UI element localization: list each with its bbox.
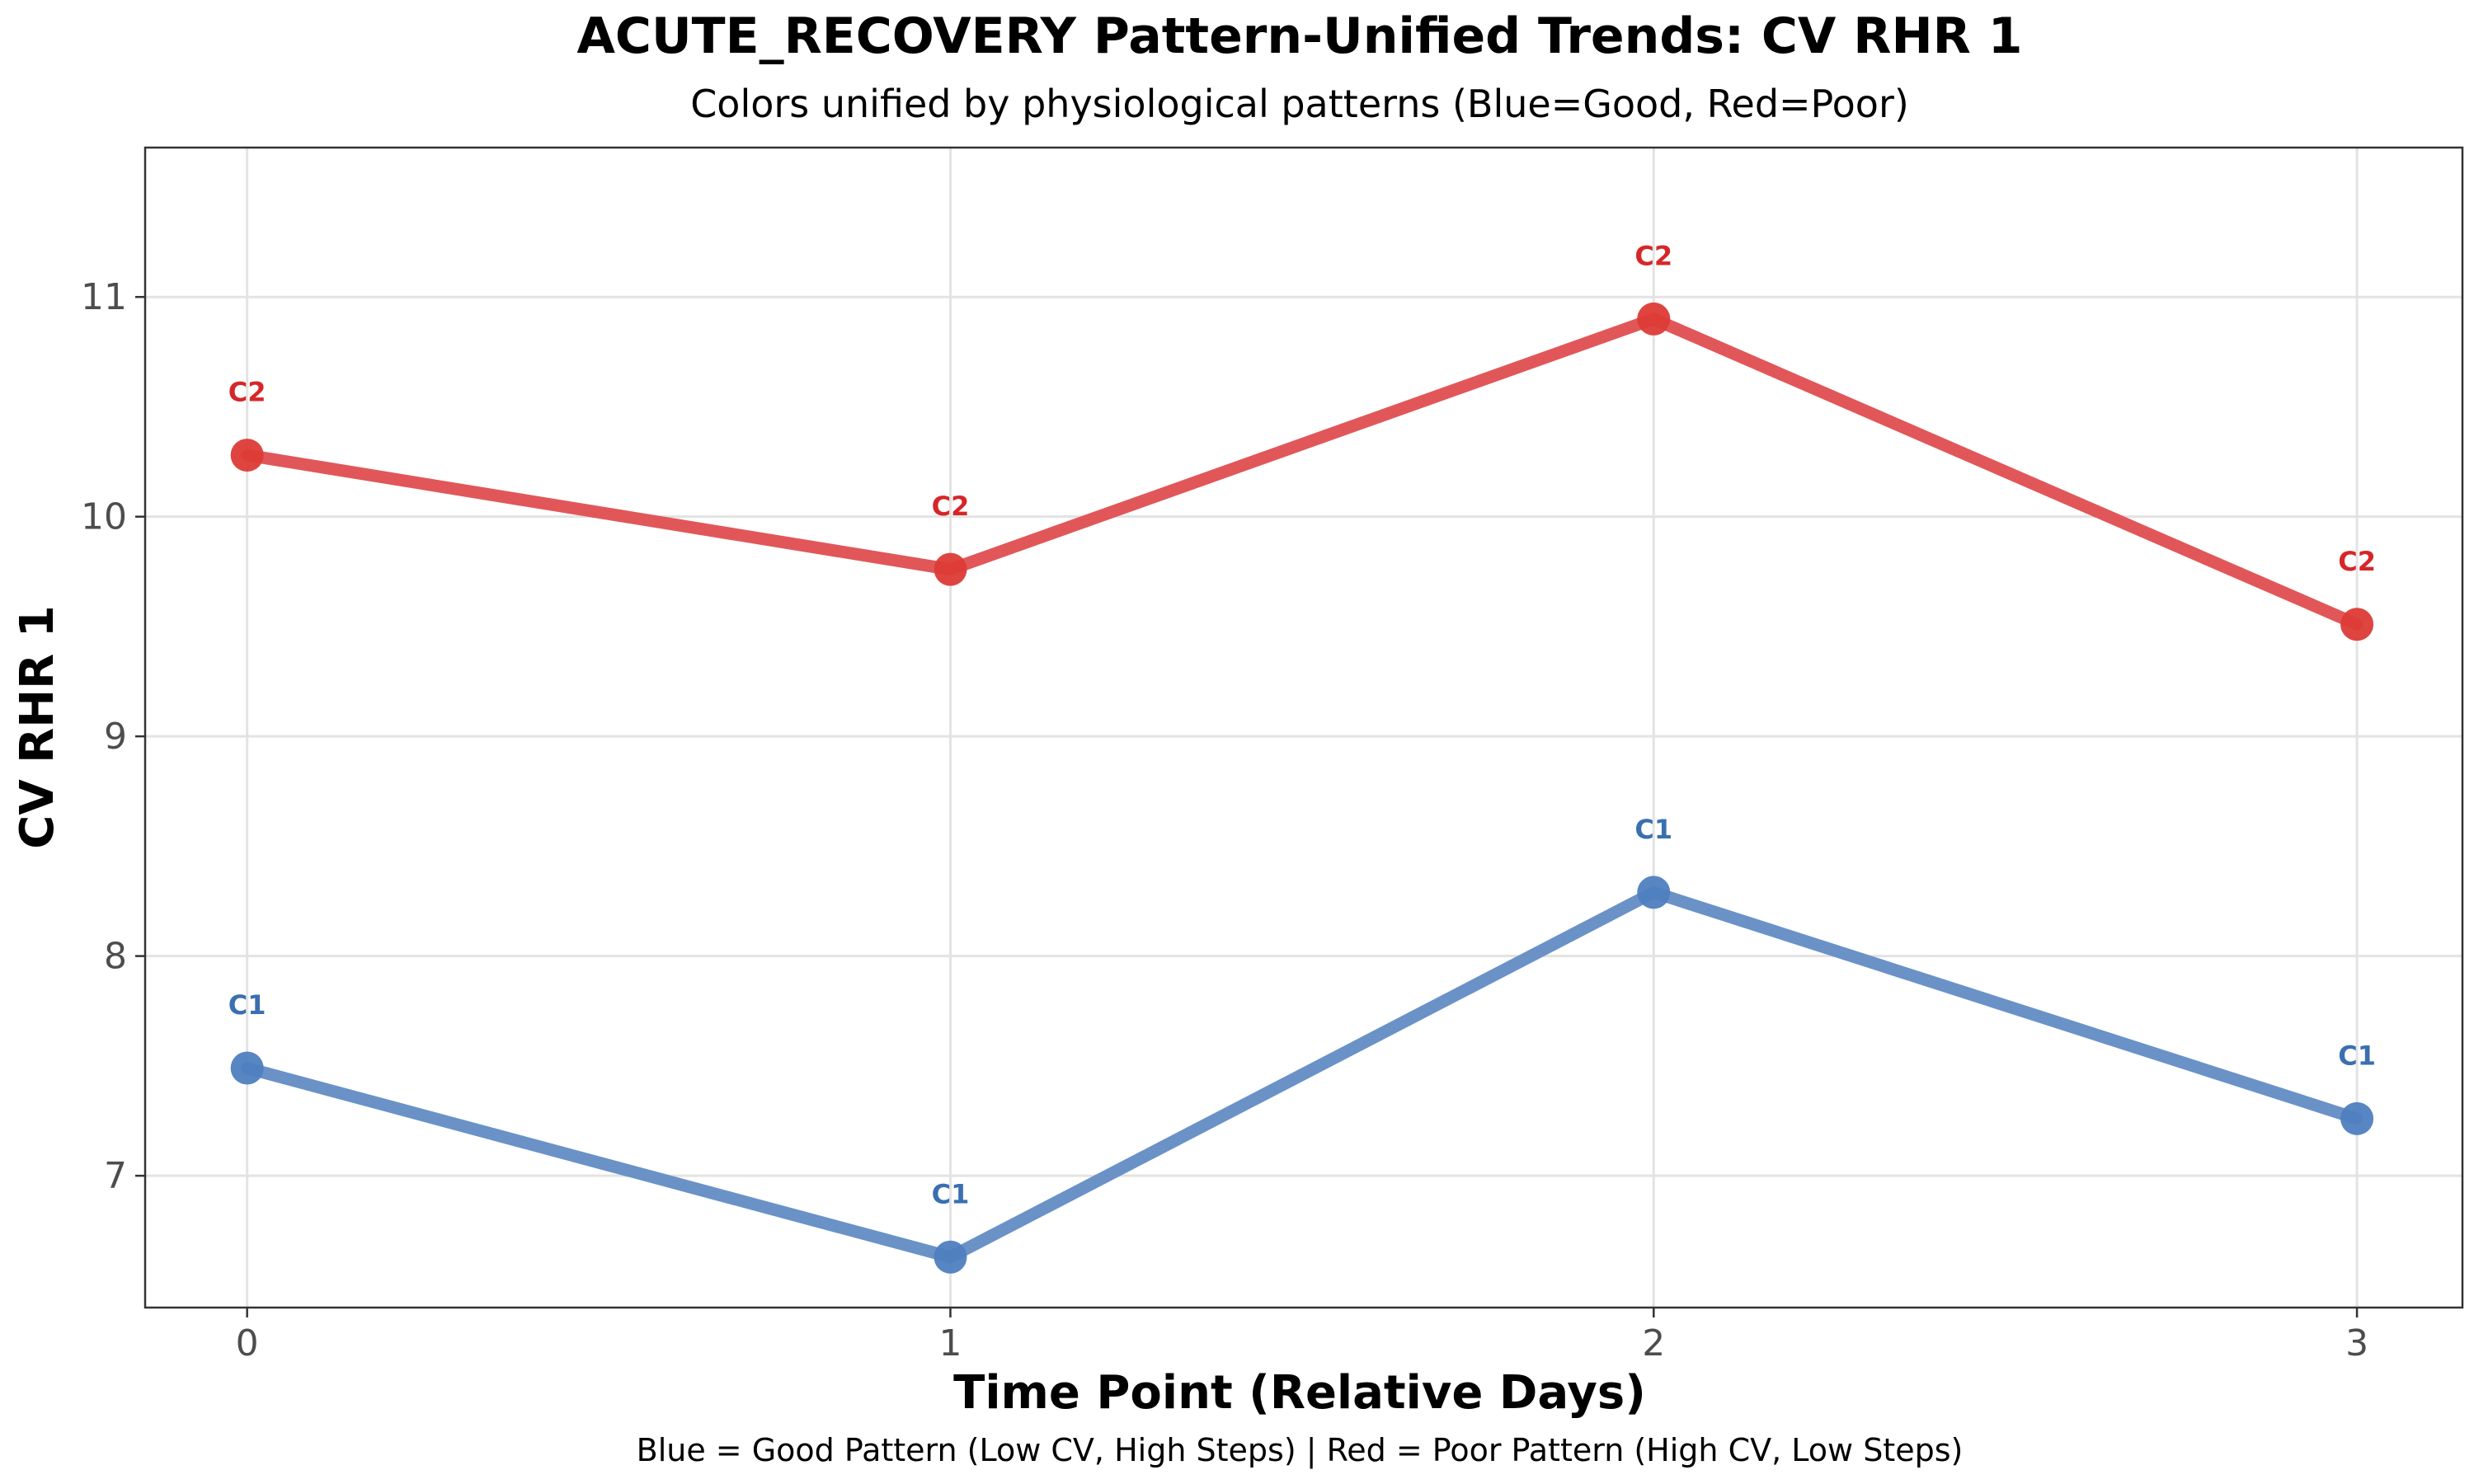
data-point-c1 [934,1240,967,1274]
data-point-c1 [230,1051,264,1085]
series-points [230,302,2374,1274]
point-labels: C2 C2 C2 C2 C1 C1 C1 C1 [228,240,2376,1209]
series-line-c1 [241,885,2363,1264]
point-label-c1: C1 [2338,1040,2376,1071]
x-tick-label: 2 [1642,1322,1665,1364]
y-tick-label: 11 [81,276,127,318]
plot-background [145,148,2462,1308]
chart-subtitle: Colors unified by physiological patterns… [690,82,1909,126]
y-axis-ticks: 7 8 9 10 11 [81,276,145,1197]
y-tick-label: 7 [104,1155,127,1197]
chart-title: ACUTE_RECOVERY Pattern-Unified Trends: C… [576,7,2022,65]
y-tick-label: 10 [81,496,127,538]
series-lines [241,312,2363,1264]
data-point-c2 [2340,608,2374,641]
point-label-c2: C2 [2338,546,2376,577]
x-axis-label: Time Point (Relative Days) [953,1366,1646,1420]
point-label-c1: C1 [932,1178,970,1209]
x-tick-label: 0 [236,1322,259,1364]
data-point-c1 [2340,1101,2374,1135]
plot-border [143,146,2464,1309]
x-tick-label: 3 [2345,1322,2368,1364]
y-tick-label: 9 [104,716,127,758]
data-point-c2 [934,552,967,586]
data-point-c2 [1637,302,1671,336]
x-axis-ticks: 0 1 2 3 [236,1308,2368,1364]
series-line-c2 [241,312,2363,631]
y-tick-label: 8 [104,936,127,978]
point-label-c2: C2 [932,491,970,522]
data-point-c1 [1637,876,1671,909]
point-label-c2: C2 [1634,240,1672,271]
point-label-c2: C2 [228,377,266,408]
point-label-c1: C1 [228,989,266,1021]
x-tick-label: 1 [938,1322,962,1364]
y-axis-label: CV RHR 1 [11,605,64,849]
data-point-c2 [230,439,264,472]
point-label-c1: C1 [1634,814,1672,845]
chart-caption: Blue = Good Pattern (Low CV, High Steps)… [637,1432,1964,1469]
